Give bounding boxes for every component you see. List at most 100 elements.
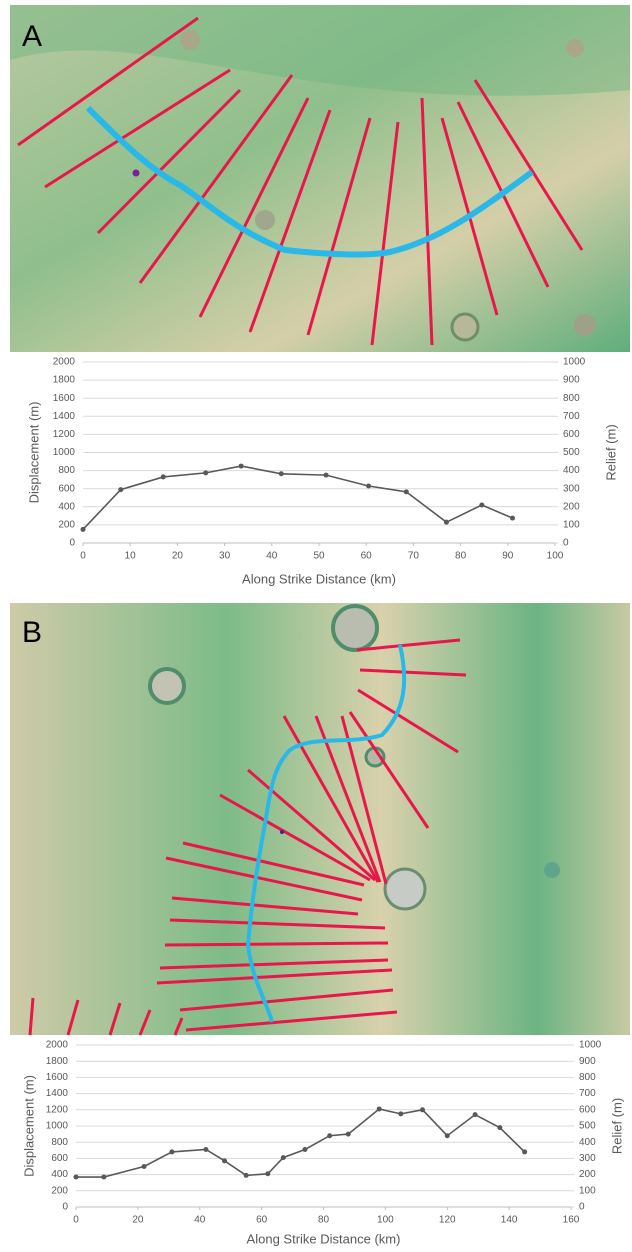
y-axis-title: Displacement (m) — [21, 1075, 36, 1177]
y-tick-label: 200 — [51, 1185, 68, 1196]
y2-tick-label: 500 — [579, 1121, 596, 1132]
y2-tick-label: 900 — [563, 375, 580, 386]
data-point — [324, 473, 329, 478]
y2-tick-label: 400 — [579, 1137, 596, 1148]
x-tick-label: 0 — [80, 551, 86, 562]
y2-tick-label: 1000 — [563, 357, 586, 368]
x-tick-label: 70 — [408, 551, 420, 562]
data-point — [222, 1158, 227, 1163]
y2-tick-label: 1000 — [579, 1040, 602, 1051]
data-point — [81, 527, 86, 532]
y-tick-label: 1400 — [53, 411, 76, 422]
y-tick-label: 1200 — [46, 1104, 69, 1115]
data-point — [265, 1171, 270, 1176]
y-tick-label: 0 — [69, 538, 75, 549]
y-tick-label: 1400 — [46, 1088, 69, 1099]
x-tick-label: 100 — [377, 1215, 394, 1226]
data-point — [445, 1133, 450, 1138]
data-point — [118, 487, 123, 492]
x-tick-label: 50 — [313, 551, 325, 562]
data-point — [377, 1106, 382, 1111]
y-tick-label: 2000 — [46, 1040, 69, 1051]
y2-tick-label: 900 — [579, 1056, 596, 1067]
y2-tick-label: 700 — [563, 411, 580, 422]
y-tick-label: 600 — [58, 483, 75, 494]
y2-tick-label: 200 — [563, 501, 580, 512]
data-point — [101, 1175, 106, 1180]
y2-axis-title: Relief (m) — [609, 1098, 624, 1154]
y-tick-label: 1000 — [53, 447, 76, 458]
x-tick-label: 40 — [194, 1215, 206, 1226]
data-point — [398, 1111, 403, 1116]
map-a: A — [10, 5, 630, 352]
data-point — [510, 516, 515, 521]
data-point — [473, 1112, 478, 1117]
panel-label: B — [22, 616, 42, 649]
y-tick-label: 1800 — [53, 375, 76, 386]
data-point — [302, 1147, 307, 1152]
data-point — [239, 464, 244, 469]
data-point — [497, 1125, 502, 1130]
y-tick-label: 1000 — [46, 1121, 69, 1132]
y-tick-label: 0 — [62, 1202, 68, 1213]
x-tick-label: 80 — [455, 551, 467, 562]
x-tick-label: 60 — [361, 551, 373, 562]
y2-tick-label: 300 — [579, 1153, 596, 1164]
y2-axis-title: Relief (m) — [603, 424, 618, 480]
x-axis-title: Along Strike Distance (km) — [242, 571, 396, 586]
y2-tick-label: 100 — [563, 520, 580, 531]
y2-tick-label: 0 — [579, 1202, 585, 1213]
data-point — [281, 1155, 286, 1160]
figure: A B 020040060080010001200140016001800200… — [0, 0, 632, 1252]
data-point — [203, 470, 208, 475]
y-tick-label: 1200 — [53, 429, 76, 440]
y-tick-label: 200 — [58, 520, 75, 531]
x-tick-label: 160 — [563, 1215, 580, 1226]
data-line — [83, 466, 513, 529]
x-tick-label: 120 — [439, 1215, 456, 1226]
data-point — [366, 483, 371, 488]
data-point — [142, 1164, 147, 1169]
data-point — [327, 1133, 332, 1138]
data-point — [161, 474, 166, 479]
x-tick-label: 90 — [502, 551, 514, 562]
data-point — [479, 502, 484, 507]
y-tick-label: 1600 — [53, 393, 76, 404]
x-tick-label: 100 — [547, 551, 564, 562]
x-tick-label: 30 — [219, 551, 231, 562]
data-point — [404, 489, 409, 494]
y-tick-label: 800 — [51, 1137, 68, 1148]
y-tick-label: 400 — [58, 501, 75, 512]
x-tick-label: 0 — [73, 1215, 79, 1226]
y-tick-label: 1600 — [46, 1072, 69, 1083]
y-tick-label: 2000 — [53, 357, 76, 368]
data-point — [522, 1149, 527, 1154]
x-tick-label: 20 — [132, 1215, 144, 1226]
y2-tick-label: 600 — [579, 1104, 596, 1115]
data-point — [203, 1147, 208, 1152]
data-point — [279, 471, 284, 476]
y-tick-label: 400 — [51, 1169, 68, 1180]
y-axis-title: Displacement (m) — [26, 402, 41, 504]
y2-tick-label: 700 — [579, 1088, 596, 1099]
y2-tick-label: 800 — [563, 393, 580, 404]
y-tick-label: 800 — [58, 465, 75, 476]
x-axis-title: Along Strike Distance (km) — [247, 1231, 401, 1246]
y-tick-label: 600 — [51, 1153, 68, 1164]
data-point — [420, 1107, 425, 1112]
map-b: B — [10, 603, 630, 1035]
x-tick-label: 80 — [318, 1215, 330, 1226]
data-point — [169, 1149, 174, 1154]
x-tick-label: 60 — [256, 1215, 268, 1226]
data-point — [74, 1175, 79, 1180]
x-tick-label: 140 — [501, 1215, 518, 1226]
y2-tick-label: 0 — [563, 538, 569, 549]
y2-tick-label: 300 — [563, 483, 580, 494]
data-point — [346, 1132, 351, 1137]
data-point — [244, 1173, 249, 1178]
x-tick-label: 10 — [125, 551, 137, 562]
y-tick-label: 1800 — [46, 1056, 69, 1067]
y2-tick-label: 400 — [563, 465, 580, 476]
y2-tick-label: 800 — [579, 1072, 596, 1083]
x-tick-label: 40 — [266, 551, 278, 562]
